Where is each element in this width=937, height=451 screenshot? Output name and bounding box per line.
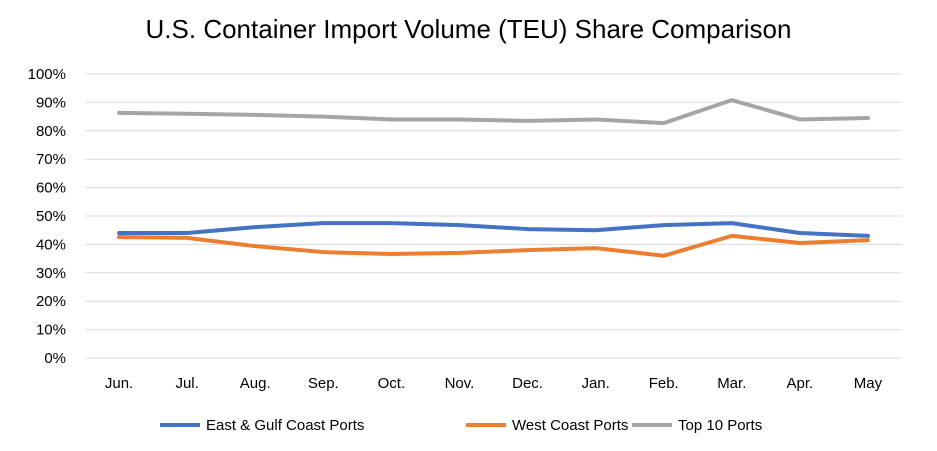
y-tick-label: 90% [36,94,66,111]
series-line [117,233,870,258]
legend-label: East & Gulf Coast Ports [206,417,364,434]
x-tick-label: Feb. [649,375,679,392]
x-tick-label: Mar. [717,375,746,392]
y-tick-label: 80% [36,123,66,140]
y-tick-label: 20% [36,293,66,310]
x-tick-label: Dec. [512,375,543,392]
x-tick-label: Jan. [581,375,609,392]
x-tick-label: Jul. [175,375,198,392]
y-tick-label: 40% [36,236,66,253]
series-line [117,221,870,238]
x-tick-label: Sep. [308,375,339,392]
x-tick-label: Oct. [378,375,406,392]
y-tick-label: 60% [36,180,66,197]
y-tick-label: 0% [44,350,66,367]
y-tick-label: 30% [36,265,66,282]
x-tick-label: May [854,375,883,392]
legend-label: West Coast Ports [512,417,628,434]
y-tick-label: 70% [36,151,66,168]
legend-label: Top 10 Ports [678,417,762,434]
x-tick-label: Aug. [240,375,271,392]
series-line [117,98,870,126]
y-tick-label: 100% [28,66,66,83]
x-tick-label: Nov. [445,375,475,392]
x-tick-label: Apr. [787,375,814,392]
y-tick-label: 50% [36,208,66,225]
chart-title: U.S. Container Import Volume (TEU) Share… [145,14,792,44]
x-tick-label: Jun. [105,375,133,392]
y-tick-label: 10% [36,322,66,339]
